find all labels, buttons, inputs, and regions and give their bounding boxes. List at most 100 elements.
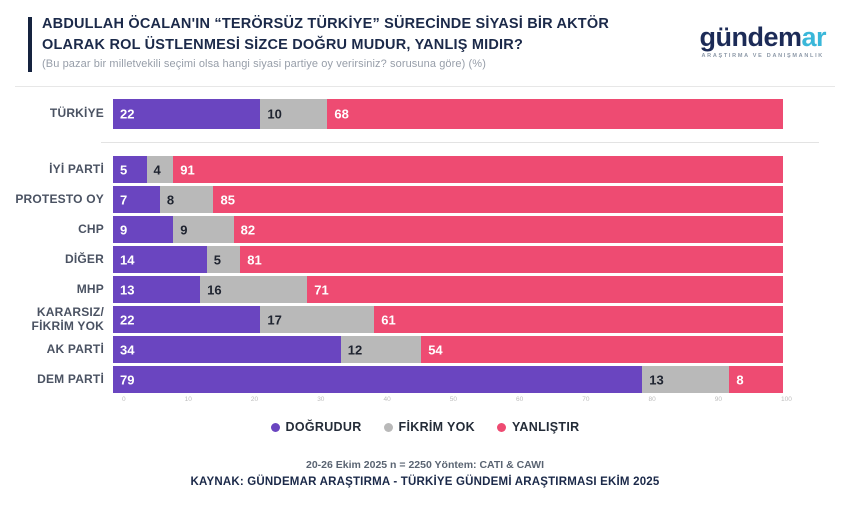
x-axis-tick: 30 bbox=[317, 396, 325, 403]
bar-value-label: 54 bbox=[428, 342, 443, 357]
logo-wordmark: gündemar bbox=[699, 24, 826, 51]
bar-value-label: 17 bbox=[267, 312, 282, 327]
row-label: TÜRKİYE bbox=[49, 106, 104, 121]
x-axis-tick: 70 bbox=[582, 396, 590, 403]
bar-segment-dogrudur: 22 bbox=[113, 306, 261, 333]
bar-value-label: 22 bbox=[120, 106, 135, 122]
bar-value-label: 14 bbox=[120, 252, 135, 267]
row-label: AK PARTİ bbox=[46, 341, 104, 356]
bar-value-label: 12 bbox=[347, 342, 363, 357]
x-axis-tick: 10 bbox=[184, 396, 192, 403]
bar-segment-yanlistir: 8 bbox=[729, 366, 783, 393]
legend-label: FİKRİM YOK bbox=[398, 420, 475, 434]
bar-segment-yanlistir: 54 bbox=[421, 336, 783, 363]
bar-segment-fikrim-yok: 16 bbox=[200, 276, 308, 303]
bar-segment-yanlistir: 91 bbox=[173, 156, 783, 183]
bar-value-label: 8 bbox=[166, 192, 175, 207]
page-subtitle: (Bu pazar bir milletvekili seçimi olsa h… bbox=[42, 58, 486, 71]
bar-segment-dogrudur: 79 bbox=[113, 366, 643, 393]
bar-track: 22 10 68 bbox=[113, 99, 783, 129]
bar-track: 13 16 71 bbox=[113, 276, 783, 303]
bar-segment-fikrim-yok: 12 bbox=[340, 336, 422, 363]
bar-track: 7 8 85 bbox=[113, 186, 783, 213]
chart-row: KARARSIZ/ FİKRİM YOK 22 17 61 bbox=[15, 306, 835, 333]
chart-row: İYİ PARTİ 5 4 91 bbox=[15, 156, 835, 183]
bar-value-label: 13 bbox=[120, 282, 135, 297]
gundemar-logo: gündemar ARAŞTIRMA VE DANIŞMANLIK bbox=[699, 24, 826, 60]
logo-word-primary: gündem bbox=[699, 22, 802, 52]
bar-segment-yanlistir: 68 bbox=[327, 99, 783, 129]
chart-row: DEM PARTİ 79 13 8 bbox=[15, 366, 835, 393]
x-axis-tick: 90 bbox=[714, 396, 723, 403]
bar-segment-fikrim-yok: 10 bbox=[260, 99, 328, 129]
bar-segment-dogrudur: 7 bbox=[113, 186, 160, 213]
bar-segment-yanlistir: 82 bbox=[233, 216, 783, 243]
legend-item: YANLIŞTIR bbox=[496, 420, 580, 434]
chart-rows: TÜRKİYE 22 10 68 İYİ PARTİ 5 4 91 PROTESTO OY 7 8 8… bbox=[15, 99, 835, 393]
row-label: CHP bbox=[78, 221, 104, 236]
bar-segment-fikrim-yok: 13 bbox=[642, 366, 730, 393]
legend-item: FİKRİM YOK bbox=[383, 420, 475, 434]
chart-row: CHP 9 9 82 bbox=[15, 216, 835, 243]
bar-value-label: 22 bbox=[120, 312, 135, 327]
x-axis-tick: 0 bbox=[122, 396, 126, 403]
bar-segment-yanlistir: 61 bbox=[374, 306, 783, 333]
legend-dot-icon bbox=[270, 422, 280, 432]
bar-track: 79 13 8 bbox=[113, 366, 783, 393]
bar-value-label: 68 bbox=[334, 106, 349, 122]
bar-track: 9 9 82 bbox=[113, 216, 783, 243]
bar-segment-dogrudur: 13 bbox=[113, 276, 201, 303]
bar-value-label: 79 bbox=[120, 372, 135, 387]
x-axis-tick: 20 bbox=[250, 396, 259, 403]
bar-value-label: 82 bbox=[240, 222, 256, 237]
bar-segment-dogrudur: 22 bbox=[113, 99, 261, 129]
page-title: ABDULLAH ÖCALAN'IN “TERÖRSÜZ TÜRKİYE” SÜ… bbox=[42, 16, 609, 53]
header-divider bbox=[15, 86, 835, 87]
title-accent-bar bbox=[28, 17, 32, 72]
bar-track: 22 17 61 bbox=[113, 306, 783, 333]
row-separator bbox=[101, 142, 819, 143]
header: ABDULLAH ÖCALAN'IN “TERÖRSÜZ TÜRKİYE” SÜ… bbox=[42, 14, 609, 70]
row-label: DEM PARTİ bbox=[37, 371, 104, 386]
chart-row: MHP 13 16 71 bbox=[15, 276, 835, 303]
logo-word-accent: ar bbox=[801, 22, 826, 52]
bar-value-label: 5 bbox=[120, 162, 128, 177]
bar-segment-fikrim-yok: 17 bbox=[260, 306, 375, 333]
row-label: PROTESTO OY bbox=[15, 191, 104, 206]
bar-value-label: 61 bbox=[381, 312, 396, 327]
legend-item: DOĞRUDUR bbox=[270, 420, 362, 434]
bar-value-label: 71 bbox=[314, 282, 329, 297]
bar-value-label: 85 bbox=[220, 192, 235, 207]
methodology-note: 20-26 Ekim 2025 n = 2250 Yöntem: CATI & … bbox=[306, 459, 544, 471]
source-note: KAYNAK: GÜNDEMAR ARAŞTIRMA - TÜRKİYE GÜN… bbox=[190, 476, 660, 488]
bar-value-label: 91 bbox=[180, 162, 195, 177]
bar-segment-yanlistir: 85 bbox=[213, 186, 783, 213]
bar-segment-dogrudur: 34 bbox=[113, 336, 341, 363]
x-axis-tick: 40 bbox=[383, 396, 391, 403]
logo-tagline: ARAŞTIRMA VE DANIŞMANLIK bbox=[701, 53, 824, 59]
bar-track: 5 4 91 bbox=[113, 156, 783, 183]
bar-value-label: 81 bbox=[247, 252, 262, 267]
x-axis: 0 10 20 30 40 50 60 70 80 90 100 bbox=[122, 396, 792, 403]
bar-value-label: 9 bbox=[120, 222, 128, 237]
legend-dot-icon bbox=[496, 422, 506, 432]
bar-segment-yanlistir: 81 bbox=[240, 246, 783, 273]
bar-value-label: 9 bbox=[180, 222, 188, 237]
legend-label: DOĞRUDUR bbox=[285, 420, 362, 434]
bar-value-label: 4 bbox=[153, 162, 161, 177]
chart-legend: DOĞRUDUR FİKRİM YOK YANLIŞTIR bbox=[0, 420, 850, 434]
row-label: KARARSIZ/ FİKRİM YOK bbox=[31, 305, 104, 333]
bar-segment-fikrim-yok: 8 bbox=[159, 186, 214, 213]
chart-row: AK PARTİ 34 12 54 bbox=[15, 336, 835, 363]
row-label: DİĞER bbox=[64, 251, 104, 266]
x-axis-tick: 80 bbox=[648, 396, 656, 403]
chart-row: TÜRKİYE 22 10 68 bbox=[15, 99, 835, 129]
row-label: MHP bbox=[76, 281, 104, 296]
bar-segment-yanlistir: 71 bbox=[307, 276, 783, 303]
bar-segment-dogrudur: 9 bbox=[113, 216, 174, 243]
bar-value-label: 10 bbox=[267, 106, 282, 122]
row-label: İYİ PARTİ bbox=[49, 161, 104, 176]
legend-dot-icon bbox=[383, 422, 393, 432]
bar-value-label: 13 bbox=[649, 372, 664, 387]
